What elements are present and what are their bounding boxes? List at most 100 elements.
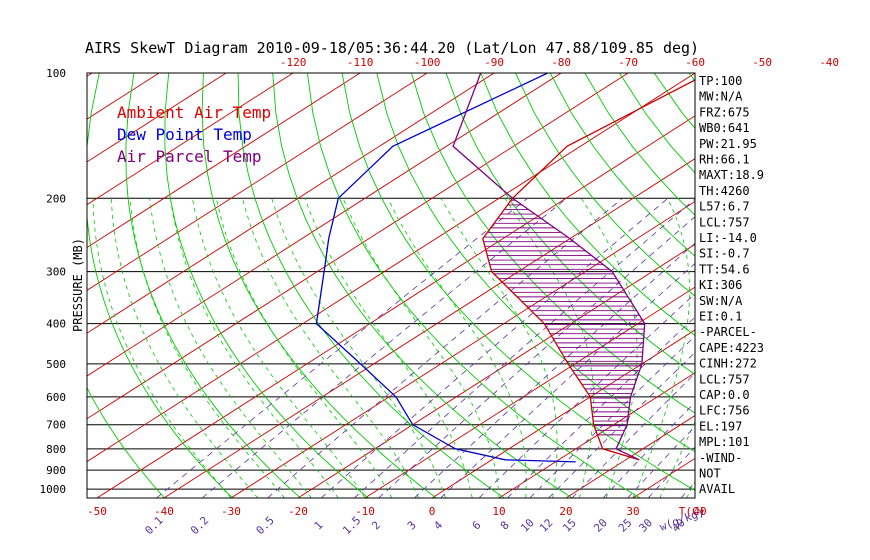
- y-axis-title: PRESSURE (MB): [71, 238, 85, 332]
- dry-adiabat-line: [87, 73, 233, 498]
- mixing-ratio-line: [627, 425, 695, 498]
- isotherm-line: [87, 73, 495, 334]
- isotherm-line: [87, 73, 562, 377]
- stat-item: MAXT:18.9: [699, 168, 764, 182]
- legend: Ambient Air Temp Dew Point Temp Air Parcel…: [117, 103, 271, 166]
- dry-adiabat-line: [515, 73, 695, 297]
- moist-adiabat-line: [504, 198, 595, 498]
- moist-adiabat-line: [170, 198, 339, 498]
- dry-adiabat-line: [445, 73, 695, 375]
- bottom-temp-tick-label: -30: [221, 505, 241, 518]
- moist-adiabat-line: [192, 198, 366, 498]
- stat-item: EI:0.1: [699, 310, 742, 324]
- moist-adiabat-line: [149, 198, 312, 498]
- stat-item: TT:54.6: [699, 262, 750, 276]
- legend-entry: Dew Point Temp: [117, 125, 252, 144]
- chart-title: AIRS SkewT Diagram 2010-09-18/05:36:44.2…: [85, 39, 699, 57]
- pressure-tick-label: 200: [46, 192, 66, 205]
- mixing-ratio-tick-label: 3: [405, 519, 419, 533]
- mixing-ratio-tick-label: 12: [537, 516, 556, 535]
- mixing-ratio-line: [320, 197, 669, 498]
- legend-entry: Air Parcel Temp: [117, 147, 262, 166]
- top-temp-tick-label: -60: [685, 56, 705, 69]
- mixing-ratio-line: [647, 446, 695, 498]
- isotherm-line: [163, 158, 695, 498]
- mixing-ratio-tick-label: 0.5: [254, 514, 277, 537]
- cape-hatching: [483, 199, 645, 436]
- isotherm-line: [498, 372, 695, 498]
- isotherm-line: [87, 73, 629, 420]
- mixing-ratio-tick-label: 20: [591, 516, 610, 535]
- dry-adiabat-line: [410, 73, 695, 414]
- isotherm-line: [364, 286, 695, 498]
- stat-item: MPL:101: [699, 435, 750, 449]
- mixing-ratio-tick-label: 2: [369, 519, 383, 533]
- bottom-temp-tick-label: -10: [355, 505, 375, 518]
- mixing-ratio-tick-label: 6: [470, 519, 484, 533]
- bottom-temp-tick-label: 20: [559, 505, 572, 518]
- temp-axis-title: T(C): [679, 505, 706, 518]
- top-temp-tick-label: -40: [819, 56, 839, 69]
- dry-adiabat-line: [125, 73, 301, 498]
- stat-item: SW:N/A: [699, 294, 743, 308]
- mixing-ratio-tick-label: 8: [498, 519, 512, 533]
- pressure-tick-label: 500: [46, 358, 66, 371]
- stat-item: CAP:0.0: [699, 388, 750, 402]
- mixing-ratio-line: [267, 197, 623, 498]
- isotherm-line: [230, 200, 695, 498]
- moist-adiabat-line: [92, 198, 232, 498]
- isotherm-line: [87, 73, 695, 463]
- stat-item: RH:66.1: [699, 153, 750, 167]
- stat-item: TH:4260: [699, 184, 750, 198]
- stat-item: LFC:756: [699, 404, 750, 418]
- stat-item: TP:100: [699, 74, 742, 88]
- dry-adiabat-line: [828, 73, 870, 498]
- dry-adiabat-line: [164, 73, 369, 498]
- moist-adiabat-line: [110, 198, 259, 498]
- stat-item: -WIND-: [699, 451, 742, 465]
- bottom-temp-tick-label: 10: [492, 505, 505, 518]
- plot-frame: [86, 72, 696, 499]
- bottom-temp-tick-label: -20: [288, 505, 308, 518]
- isotherm-line: [96, 115, 695, 498]
- dry-adiabat-line: [793, 73, 870, 498]
- mixing-ratio-line: [507, 316, 695, 498]
- isotherm-line: [87, 73, 361, 249]
- parcel-temp-line: [452, 73, 646, 461]
- pressure-tick-label: 800: [46, 443, 66, 456]
- top-temp-tick-label: -80: [551, 56, 571, 69]
- mixing-ratio-tick-label: 30: [636, 516, 655, 535]
- dry-adiabat-line: [341, 73, 695, 492]
- mixing-ratio-line: [478, 293, 695, 498]
- dry-adiabat-line: [549, 73, 695, 257]
- moist-adiabat-line: [580, 198, 638, 498]
- top-temp-tick-label: -70: [618, 56, 638, 69]
- top-temp-tick-label: -50: [752, 56, 772, 69]
- plot-grid: [0, 73, 870, 498]
- stat-item: LCL:757: [699, 215, 750, 229]
- mixing-ratio-line: [201, 197, 567, 498]
- stat-item: -PARCEL-: [699, 325, 757, 339]
- pressure-tick-label: 300: [46, 266, 66, 279]
- stat-item: L57:6.7: [699, 200, 750, 214]
- dry-adiabat-line: [306, 73, 641, 498]
- bottom-temp-tick-label: 0: [429, 505, 436, 518]
- bottom-temp-tick-label: -50: [87, 505, 107, 518]
- mixing-ratio-line: [440, 262, 695, 498]
- moist-adiabat-line: [242, 198, 419, 498]
- isotherm-line: [87, 73, 294, 206]
- isotherm-line: [297, 243, 695, 498]
- moist-adiabat-line: [129, 198, 285, 498]
- pressure-tick-label: 400: [46, 318, 66, 331]
- stat-item: FRZ:675: [699, 105, 750, 119]
- isotherm-line: [87, 73, 428, 291]
- top-temp-tick-label: -90: [484, 56, 504, 69]
- pressure-tick-label: 900: [46, 464, 66, 477]
- mixing-ratio-line: [548, 351, 695, 498]
- isotherm-line: [431, 329, 695, 498]
- isotherm-line: [0, 73, 25, 498]
- bottom-temp-tick-label: -40: [154, 505, 174, 518]
- mixing-ratio-tick-label: 10: [518, 516, 537, 535]
